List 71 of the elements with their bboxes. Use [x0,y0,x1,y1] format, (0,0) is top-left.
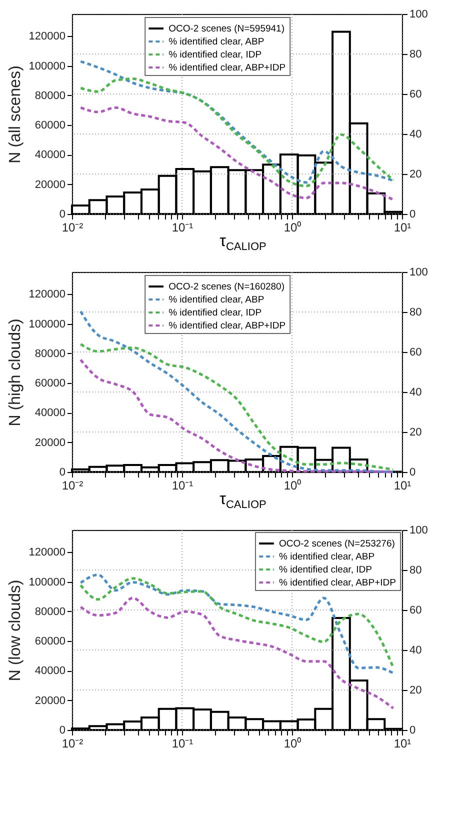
legend-label: % identified clear, IDP [279,564,372,576]
y-tick-label: 100000 [28,576,66,589]
y-tick-label: 100000 [28,60,66,72]
y-tick-label: 20000 [34,695,66,708]
x-tick-label: 10⁻¹ [172,220,194,234]
y-tick-label: 80000 [34,606,66,618]
y-tick-label: 80000 [34,348,66,360]
y-tick-label: 40000 [34,149,66,162]
legend-label: OCO-2 scenes (N=160280) [168,282,285,293]
y2-tick-label: 100 [410,266,428,279]
x-tick-label: 10⁰ [284,220,302,234]
x-tick-label: 10⁻² [62,220,84,234]
y2-tick-label: 20 [410,684,422,697]
y-tick-label: 40000 [34,407,66,420]
y2-tick-label: 80 [410,306,422,319]
y-axis-title: N (low clouds) [6,580,24,682]
y2-tick-label: 40 [410,386,422,399]
y-tick-label: 40000 [34,666,66,678]
y2-tick-label: 40 [410,128,422,140]
y-tick-label: 100000 [28,318,66,331]
legend-label: % identified clear, ABP [279,552,375,563]
y-tick-label: 120000 [28,547,66,560]
y2-tick-label: 80 [410,564,422,577]
x-tick-label: 10¹ [394,220,412,234]
y2-tick-label: 60 [410,604,422,617]
y-tick-label: 120000 [28,30,66,43]
x-axis-title: τ$_{CALIOP}$ [218,491,268,514]
y-tick-label: 80000 [34,90,66,102]
x-tick-label: 10⁰ [284,478,302,493]
line-series [79,60,394,184]
line-series [79,597,394,710]
y2-tick-label: 100 [410,8,428,20]
legend-label: % identified clear, IDP [168,50,262,60]
legend-label: % identified clear, ABP [168,36,264,48]
y-axis-title: N (high clouds) [6,318,24,426]
y-tick-label: 20000 [34,437,66,450]
y2-tick-label: 0 [410,466,416,479]
line-series [79,78,394,188]
legend-label: OCO-2 scenes (N=253276) [279,538,395,550]
legend-label: % identified clear, ABP [168,294,264,306]
y2-tick-label: 20 [410,168,422,180]
x-tick-label: 10⁻¹ [172,478,194,493]
y-tick-label: 20000 [34,178,66,191]
y2-tick-label: 80 [410,48,422,60]
y2-tick-label: 0 [410,724,416,737]
y2-tick-label: 100 [410,524,428,537]
y-tick-label: 120000 [28,288,66,301]
y2-tick-label: 40 [410,644,422,657]
y2-tick-label: 0 [410,208,416,220]
x-tick-label: 10⁻² [62,736,84,751]
y2-tick-label: 60 [410,346,422,359]
legend-label: OCO-2 scenes (N=595941) [168,24,285,34]
x-tick-label: 10¹ [394,478,412,493]
legend-label: % identified clear, ABP+IDP [168,62,286,74]
y-tick-label: 60000 [34,378,66,390]
x-tick-label: 10⁰ [284,736,302,751]
y2-tick-label: 60 [410,88,422,100]
x-tick-label: 10¹ [394,736,412,751]
legend-label: % identified clear, ABP+IDP [168,320,286,332]
y-tick-label: 0 [59,724,66,737]
legend-label: % identified clear, ABP+IDP [279,578,396,589]
legend-label: % identified clear, IDP [168,308,262,319]
y-axis-title: N (all scenes) [6,66,24,164]
y-tick-label: 0 [59,208,66,220]
y-tick-label: 0 [59,466,66,479]
y-tick-label: 60000 [34,120,66,132]
x-tick-label: 10⁻² [62,478,84,493]
y-tick-label: 60000 [34,636,66,648]
y2-tick-label: 20 [410,426,422,439]
x-tick-label: 10⁻¹ [172,736,194,751]
x-axis-title: τ$_{CALIOP}$ [218,233,268,256]
